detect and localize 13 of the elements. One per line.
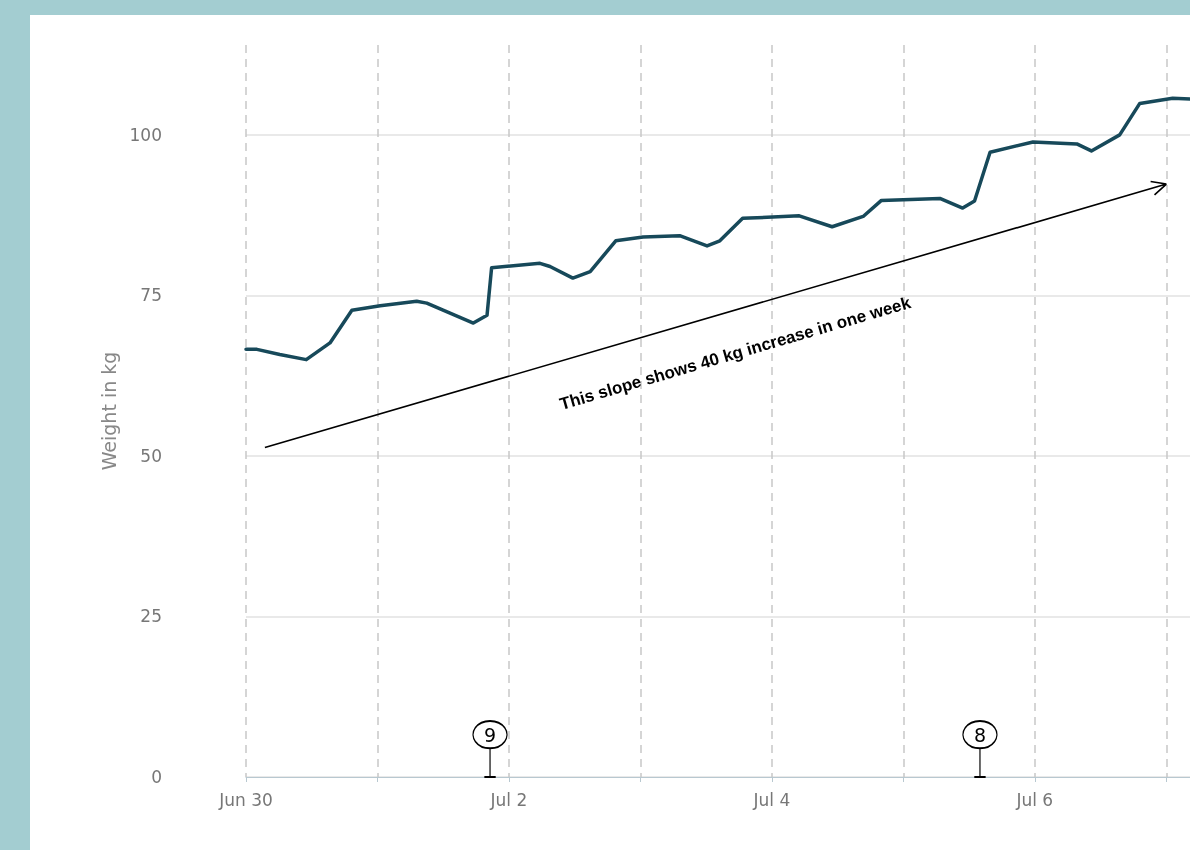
y-tick-label: 50: [140, 445, 162, 466]
annotation: 8: [973, 724, 987, 746]
annotation: This slope shows 40 kg increase in one week: [557, 293, 914, 415]
x-tick-label: Jul 4: [752, 789, 791, 810]
y-axis-title: Weight in kg: [97, 351, 120, 471]
y-tick-label: 25: [140, 606, 162, 627]
annotation: 9: [483, 724, 497, 746]
y-tick-label: 0: [151, 767, 162, 787]
x-tick-label: Jul 6: [1015, 789, 1054, 810]
x-tick-label: Jul 2: [489, 789, 528, 810]
y-tick-label: 100: [129, 124, 162, 145]
x-tick-label: Jun 30: [218, 789, 273, 810]
y-tick-label: 75: [140, 285, 162, 306]
